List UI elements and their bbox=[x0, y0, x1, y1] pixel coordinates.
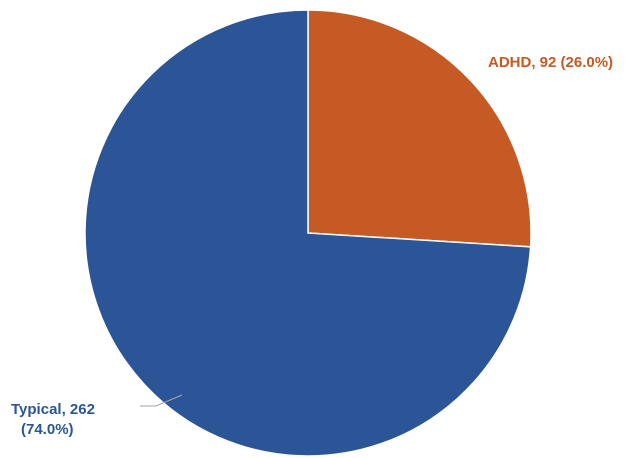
typical-data-label-line-1: Typical, 262 bbox=[11, 401, 95, 418]
adhd-data-label: ADHD, 92 (26.0%) bbox=[488, 54, 613, 71]
typical-data-label: Typical, 262 (74.0%) bbox=[11, 401, 99, 438]
typical-data-label-line-2: (74.0%) bbox=[21, 421, 74, 438]
typical-slice bbox=[84, 9, 532, 457]
pie-slices bbox=[84, 9, 532, 457]
leader-lines bbox=[140, 394, 183, 407]
data-labels: ADHD, 92 (26.0%) Typical, 262 (74.0%) bbox=[11, 54, 613, 438]
adhd-data-label-line-1: ADHD, 92 (26.0%) bbox=[488, 54, 613, 71]
adhd-slice bbox=[307, 9, 532, 248]
typical-leader-line bbox=[140, 394, 183, 407]
